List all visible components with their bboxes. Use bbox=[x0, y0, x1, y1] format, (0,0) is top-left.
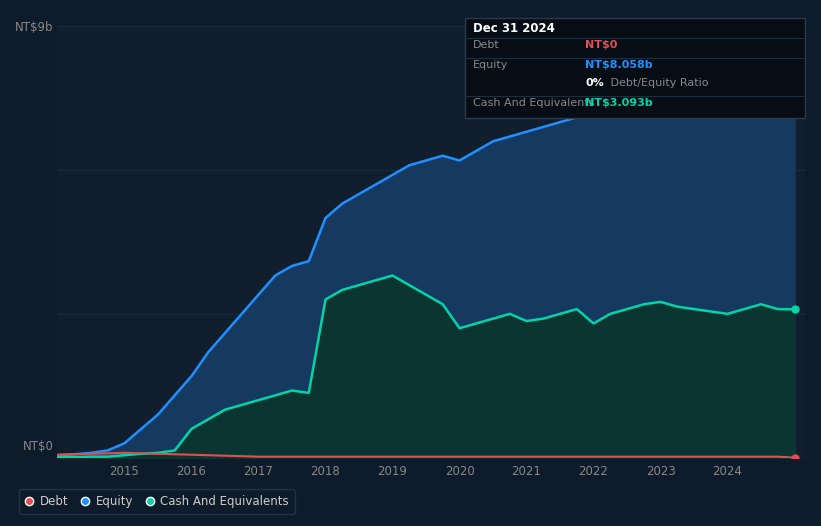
Text: Dec 31 2024: Dec 31 2024 bbox=[473, 22, 555, 35]
Text: Cash And Equivalents: Cash And Equivalents bbox=[473, 98, 594, 108]
Text: NT$8.058b: NT$8.058b bbox=[585, 60, 653, 70]
Text: Debt: Debt bbox=[473, 40, 500, 50]
Text: NT$0: NT$0 bbox=[23, 440, 53, 453]
Text: Equity: Equity bbox=[473, 60, 508, 70]
Text: NT$0: NT$0 bbox=[585, 40, 617, 50]
Legend: Debt, Equity, Cash And Equivalents: Debt, Equity, Cash And Equivalents bbox=[19, 490, 295, 514]
Text: 0%: 0% bbox=[585, 78, 603, 88]
Text: Debt/Equity Ratio: Debt/Equity Ratio bbox=[607, 78, 709, 88]
Text: NT$3.093b: NT$3.093b bbox=[585, 98, 653, 108]
